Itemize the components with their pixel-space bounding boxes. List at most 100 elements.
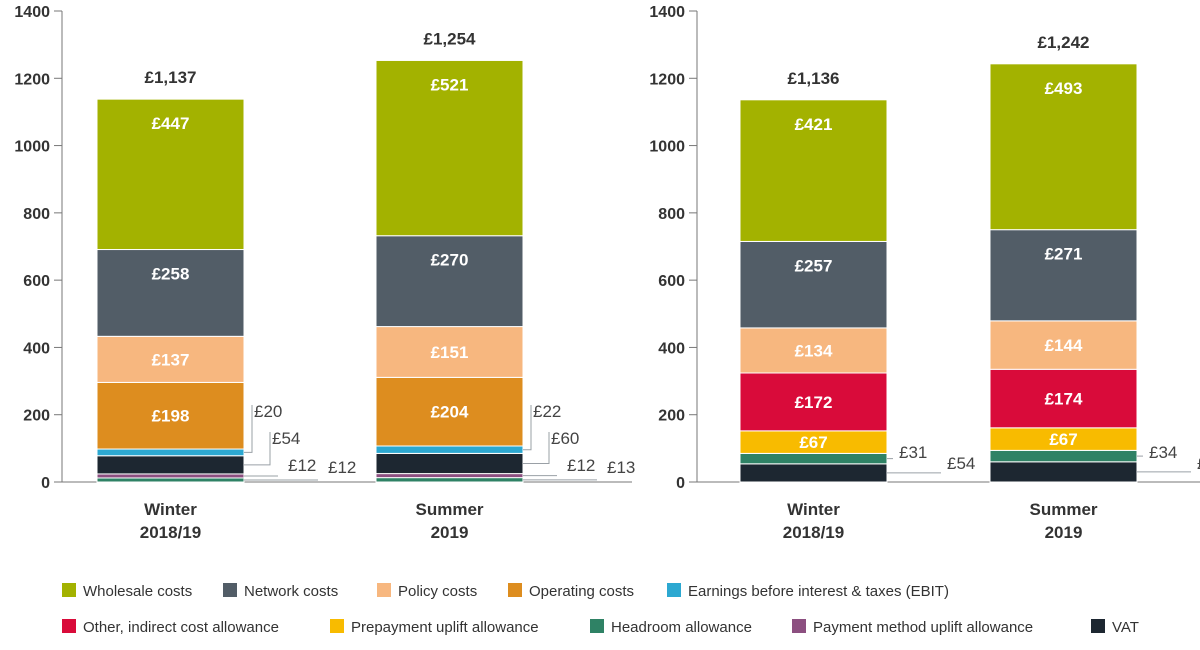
callout-value-label: £60	[551, 429, 579, 448]
segment-value-label: £137	[152, 350, 190, 369]
segment-value-label: £421	[795, 115, 833, 134]
category-label: Winter	[787, 500, 840, 519]
callout-leader-line	[523, 405, 532, 451]
bar-segment-network	[989, 229, 1138, 322]
segment-value-label: £270	[431, 251, 469, 270]
callout-leader-line	[244, 405, 253, 453]
bar-segment-vat	[989, 461, 1138, 483]
callout-value-label: £20	[254, 402, 282, 421]
segment-value-label: £493	[1045, 79, 1083, 98]
callout-value-label: £13	[607, 458, 635, 477]
bar-segment-vat	[739, 463, 888, 483]
y-tick-label: 1000	[649, 139, 685, 156]
legend-label: Headroom allowance	[611, 619, 752, 636]
legend-swatch-prepayment	[330, 619, 344, 633]
y-tick-label: 600	[658, 273, 685, 290]
segment-value-label: £447	[152, 114, 190, 133]
callout-value-label: £54	[947, 454, 975, 473]
segment-value-label: £67	[799, 433, 827, 452]
legend-swatch-payment-method	[792, 619, 806, 633]
legend-label: Network costs	[244, 583, 338, 600]
y-tick-label: 1400	[14, 4, 50, 21]
y-tick-label: 200	[658, 408, 685, 425]
segment-value-label: £134	[795, 341, 833, 360]
right-stacked-bar-chart: 0 200 400 600 800 1000 1200 1400 £421 £257 £134 £17…	[649, 4, 1200, 542]
bar-segment-headroom	[96, 477, 245, 483]
bar-total-label: £1,137	[145, 68, 197, 87]
segment-value-label: £151	[431, 343, 469, 362]
bar-segment-ebit	[375, 445, 524, 454]
segment-value-label: £172	[795, 393, 833, 412]
legend-label: Other, indirect cost allowance	[83, 619, 279, 636]
category-label: 2019	[1045, 523, 1083, 542]
bar-segment-indirect	[989, 368, 1138, 429]
callout-leader-line	[523, 432, 550, 464]
left-stacked-bar-chart: 0 200 400 600 800 1000 1200 1400 £447 £258 £137 £19…	[14, 4, 635, 542]
y-tick-label: 0	[676, 475, 685, 492]
callout-leader-line	[244, 432, 271, 466]
bar-segment-payment-method	[375, 473, 524, 479]
callout-value-label: £12	[288, 456, 316, 475]
bar-segment-policy	[989, 320, 1138, 370]
bar-segment-wholesale	[739, 99, 888, 242]
bar-segment-ebit	[96, 448, 245, 457]
y-tick-label: 200	[23, 408, 50, 425]
legend-swatch-policy	[377, 583, 391, 597]
legend-swatch-ebit	[667, 583, 681, 597]
segment-value-label: £204	[431, 403, 469, 422]
legend-swatch-headroom	[590, 619, 604, 633]
bar-segment-policy	[96, 335, 245, 383]
bar-total-label: £1,254	[424, 29, 477, 48]
legend-swatch-operating	[508, 583, 522, 597]
category-label: 2018/19	[140, 523, 201, 542]
y-tick-label: 1000	[14, 139, 50, 156]
bar-segment-network	[96, 249, 245, 337]
bar-segment-wholesale	[375, 59, 524, 237]
bar-segment-headroom	[989, 449, 1138, 463]
y-tick-label: 1200	[649, 71, 685, 88]
bar-total-label: £1,242	[1038, 33, 1090, 52]
y-tick-label: 800	[23, 206, 50, 223]
callout-value-label: £12	[328, 458, 356, 477]
legend-swatch-wholesale	[62, 583, 76, 597]
bar-segment-headroom	[739, 452, 888, 465]
y-tick-label: 1400	[649, 4, 685, 21]
bar-segment-vat	[375, 452, 524, 475]
legend-swatch-vat	[1091, 619, 1105, 633]
segment-value-label: £258	[152, 265, 190, 284]
segment-value-label: £198	[152, 407, 190, 426]
bar-segment-headroom	[375, 477, 524, 483]
bar-segment-vat	[96, 455, 245, 475]
y-tick-label: 800	[658, 206, 685, 223]
bar-segment-wholesale	[96, 98, 245, 251]
segment-value-label: £174	[1045, 390, 1083, 409]
segment-value-label: £67	[1049, 430, 1077, 449]
legend-label: VAT	[1112, 619, 1139, 636]
segment-value-label: £257	[795, 256, 833, 275]
category-label: Summer	[1029, 500, 1097, 519]
legend: Wholesale costs Network costs Policy costs…	[62, 583, 1139, 636]
legend-label: Operating costs	[529, 583, 634, 600]
segment-value-label: £144	[1045, 336, 1083, 355]
callout-value-label: £34	[1149, 443, 1177, 462]
segment-value-label: £271	[1045, 245, 1083, 264]
y-tick-label: 600	[23, 273, 50, 290]
legend-swatch-indirect	[62, 619, 76, 633]
y-tick-label: 400	[23, 340, 50, 357]
legend-label: Payment method uplift allowance	[813, 619, 1033, 636]
category-label: 2018/19	[783, 523, 844, 542]
legend-label: Earnings before interest & taxes (EBIT)	[688, 583, 949, 600]
category-label: Winter	[144, 500, 197, 519]
legend-label: Prepayment uplift allowance	[351, 619, 539, 636]
bar-segment-network	[739, 240, 888, 329]
category-label: 2019	[431, 523, 469, 542]
bar-segment-wholesale	[989, 63, 1138, 231]
legend-label: Policy costs	[398, 583, 477, 600]
bar-segment-indirect	[739, 372, 888, 432]
callout-value-label: £	[1197, 454, 1200, 473]
bar-total-label: £1,136	[788, 69, 840, 88]
legend-swatch-network	[223, 583, 237, 597]
callout-value-label: £12	[567, 456, 595, 475]
bar-segment-policy	[739, 327, 888, 374]
